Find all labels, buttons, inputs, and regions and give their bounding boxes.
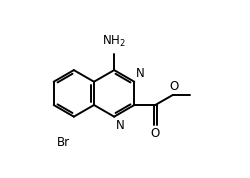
Text: N: N <box>116 119 125 132</box>
Text: O: O <box>151 127 160 140</box>
Text: Br: Br <box>57 136 70 149</box>
Text: N: N <box>136 67 145 80</box>
Text: O: O <box>169 80 178 93</box>
Text: NH$_2$: NH$_2$ <box>102 34 126 49</box>
